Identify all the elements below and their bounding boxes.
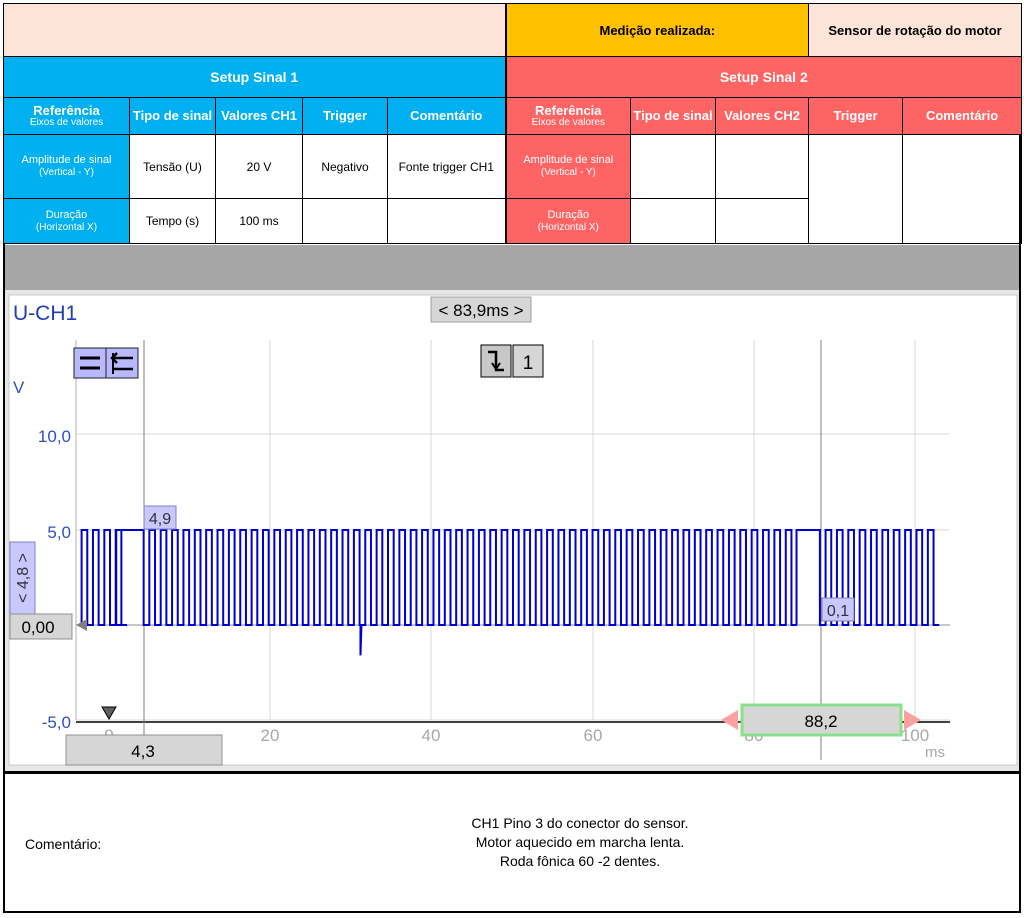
x-tick-20: 20	[261, 726, 280, 745]
setup1-title: Setup Sinal 1	[2, 56, 507, 98]
setup1-duration-type: Tempo (s)	[129, 198, 216, 244]
measurement-label: Medição realizada:	[505, 3, 810, 57]
trigger-channel-button[interactable]: 1	[512, 344, 544, 378]
y-tick-5: 5,0	[47, 523, 71, 542]
comment-section: Comentário: CH1 Pino 3 do conector do se…	[3, 774, 1021, 913]
signal-trace	[80, 529, 940, 656]
cursor2-time: 88,2	[804, 712, 837, 731]
trigger-channel-value: 1	[523, 353, 534, 374]
setup1-duration-comment	[386, 198, 507, 244]
channel-label: U-CH1	[13, 302, 77, 325]
setup2-row-duration: Duração (Horizontal X)	[504, 198, 632, 244]
measurement-value: Sensor de rotação do motor	[808, 3, 1023, 57]
x-unit-label: ms	[925, 744, 945, 761]
y-tick-minus5: -5,0	[42, 713, 71, 732]
cursor2-time-box[interactable]: 88,2	[721, 703, 921, 737]
swap-arrows-icon[interactable]	[105, 347, 139, 379]
zero-level-box[interactable]: 0,00	[9, 613, 87, 640]
trigger-edge-icon[interactable]	[480, 344, 512, 378]
setup1-col-reference: Referência Eixos de valores	[3, 97, 130, 135]
setup2-duration-type	[630, 198, 717, 244]
setup1-amplitude-type: Tensão (U)	[129, 134, 216, 199]
setup2-col-trigger: Trigger	[808, 97, 904, 135]
y-tick-10: 10,0	[38, 427, 71, 446]
cursor-right-arrow-icon[interactable]	[904, 710, 921, 730]
setup2-comment-value	[902, 134, 1023, 244]
setup1-col-comment: Comentário	[386, 97, 507, 135]
cursor1-time: 4,3	[131, 742, 155, 761]
cursor1-value: 4,9	[149, 511, 171, 528]
setup2-col-type: Tipo de sinal	[630, 97, 717, 135]
setup1-col-values: Valores CH1	[215, 97, 303, 135]
x-tick-60: 60	[584, 726, 603, 745]
setup1-row-amplitude: Amplitude de sinal (Vertical - Y)	[3, 134, 130, 199]
separator-bar	[3, 245, 1021, 290]
amplitude-value: < 4,8 >	[15, 553, 32, 603]
cursor1-time-box[interactable]: 4,3	[65, 734, 223, 766]
setup1-comment-value: Fonte trigger CH1	[386, 134, 507, 199]
setup2-amplitude-value	[715, 134, 810, 199]
oscilloscope-svg: U-CH1 V ms 10,0 5,0 -5,0 0 20 40 60 80 1…	[8, 294, 1018, 766]
delta-time-value: < 83,9ms >	[438, 301, 523, 320]
setup2-col-comment: Comentário	[902, 97, 1023, 135]
setup2-col-reference: Referência Eixos de valores	[504, 97, 632, 135]
oscilloscope-panel: U-CH1 V ms 10,0 5,0 -5,0 0 20 40 60 80 1…	[3, 290, 1021, 774]
y-unit-label: V	[13, 378, 25, 397]
zero-level-value: 0,00	[21, 618, 54, 637]
comment-label: Comentário:	[25, 836, 102, 852]
channel-toggle-icon[interactable]	[73, 347, 107, 379]
cursor2-value-box[interactable]: 0,1	[821, 597, 855, 622]
delta-time-box[interactable]: < 83,9ms >	[430, 296, 532, 323]
cursor1-value-box[interactable]: 4,9	[143, 505, 177, 530]
cursor2-value: 0,1	[827, 603, 849, 620]
setup1-amplitude-value: 20 V	[215, 134, 303, 199]
setup1-duration-value: 100 ms	[215, 198, 303, 244]
setup2-duration-value	[715, 198, 810, 244]
cursor-left-arrow-icon[interactable]	[721, 710, 738, 730]
setup2-row-amplitude: Amplitude de sinal (Vertical - Y)	[504, 134, 632, 199]
header-blank-cell	[2, 3, 507, 57]
x-tick-40: 40	[422, 726, 441, 745]
setup2-col-values: Valores CH2	[715, 97, 810, 135]
setup1-trigger-value: Negativo	[302, 134, 388, 199]
comment-text: CH1 Pino 3 do conector do sensor. Motor …	[305, 814, 855, 871]
setup1-row-duration: Duração (Horizontal X)	[3, 198, 130, 244]
x-tick-100: 100	[901, 726, 929, 745]
setup2-amplitude-type	[630, 134, 717, 199]
setup1-col-type: Tipo de sinal	[129, 97, 216, 135]
comment-line-1: CH1 Pino 3 do conector do sensor.	[471, 815, 689, 831]
setup-table: Medição realizada: Sensor de rotação do …	[2, 3, 1023, 244]
setup1-duration-trigger	[302, 198, 388, 244]
setup2-title: Setup Sinal 2	[504, 56, 1023, 98]
trigger-position-marker[interactable]	[101, 706, 117, 720]
comment-line-2: Motor aquecido em marcha lenta.	[475, 834, 685, 850]
comment-line-3: Roda fônica 60 -2 dentes.	[499, 853, 661, 869]
setup1-col-trigger: Trigger	[302, 97, 388, 135]
setup2-trigger-value	[808, 134, 904, 244]
amplitude-marker[interactable]: < 4,8 >	[9, 541, 36, 615]
